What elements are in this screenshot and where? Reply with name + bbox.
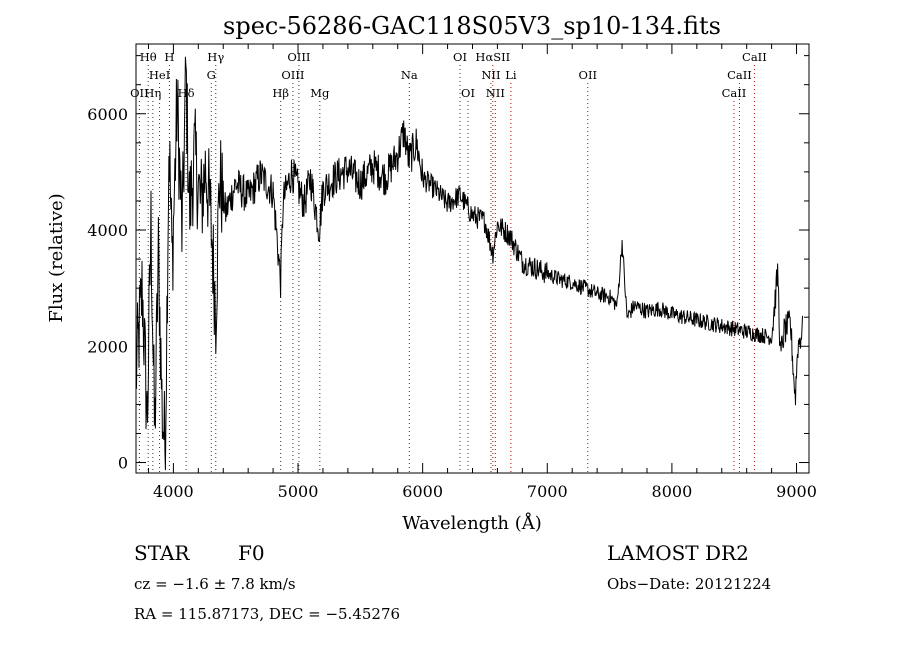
spectral-line-label: CaII bbox=[742, 50, 767, 64]
spectral-line-label: OIII bbox=[287, 50, 310, 64]
x-tick-label: 8000 bbox=[652, 482, 693, 501]
spectral-line-label: NII bbox=[486, 86, 505, 100]
y-tick-label: 2000 bbox=[87, 337, 128, 356]
spectrum-line bbox=[135, 56, 803, 471]
y-tick-label: 4000 bbox=[87, 221, 128, 240]
x-axis-ticks: 4000 5000 6000 7000 8000 9000 bbox=[147, 44, 817, 501]
object-subclass: F0 bbox=[238, 541, 265, 565]
y-tick-label: 6000 bbox=[87, 105, 128, 124]
x-tick-label: 9000 bbox=[776, 482, 817, 501]
spectral-line-label: H bbox=[164, 50, 174, 64]
plot-frame bbox=[135, 43, 810, 474]
x-tick-label: 4000 bbox=[153, 482, 194, 501]
spectral-line-markers bbox=[138, 65, 755, 473]
survey-name: LAMOST DR2 bbox=[607, 541, 749, 565]
spectral-line-label: HeI bbox=[149, 68, 170, 82]
observation-date: Obs−Date: 20121224 bbox=[607, 575, 771, 593]
spectral-line-label: Mg bbox=[310, 86, 330, 100]
spectral-line-label: Hγ bbox=[207, 50, 224, 64]
y-tick-label: 0 bbox=[118, 454, 128, 473]
spectral-line-label: OIII bbox=[281, 68, 304, 82]
y-axis-ticks: 0 2000 4000 6000 bbox=[87, 55, 809, 473]
spectral-line-label: Hβ bbox=[272, 86, 289, 100]
object-class: STAR bbox=[134, 541, 190, 565]
chart-title: spec-56286-GAC118S05V3_sp10-134.fits bbox=[223, 12, 721, 40]
spectral-line-label: Li bbox=[505, 68, 517, 82]
spectral-line-label: CaII bbox=[727, 68, 752, 82]
spectral-line-label: Na bbox=[401, 68, 418, 82]
x-tick-label: 7000 bbox=[527, 482, 568, 501]
spectral-line-label: G bbox=[207, 68, 216, 82]
spectral-line-label: CaII bbox=[722, 86, 747, 100]
y-axis-label: Flux (relative) bbox=[46, 193, 67, 322]
spectral-line-label: OI bbox=[461, 86, 475, 100]
spectral-line-label: OII bbox=[130, 86, 149, 100]
redshift-velocity: cz = −1.6 ± 7.8 km/s bbox=[134, 575, 296, 593]
x-axis-label: Wavelength (Å) bbox=[402, 512, 542, 534]
spectral-line-label: HαSII bbox=[475, 50, 510, 64]
spectral-line-label: OI bbox=[453, 50, 467, 64]
spectral-line-label: Hθ bbox=[140, 50, 157, 64]
x-tick-label: 6000 bbox=[402, 482, 443, 501]
spectral-line-label: NII bbox=[481, 68, 500, 82]
spectral-line-label: OII bbox=[579, 68, 598, 82]
x-tick-label: 5000 bbox=[278, 482, 319, 501]
spectral-line-label: Hη bbox=[144, 86, 161, 100]
coordinates: RA = 115.87173, DEC = −5.45276 bbox=[134, 605, 400, 623]
